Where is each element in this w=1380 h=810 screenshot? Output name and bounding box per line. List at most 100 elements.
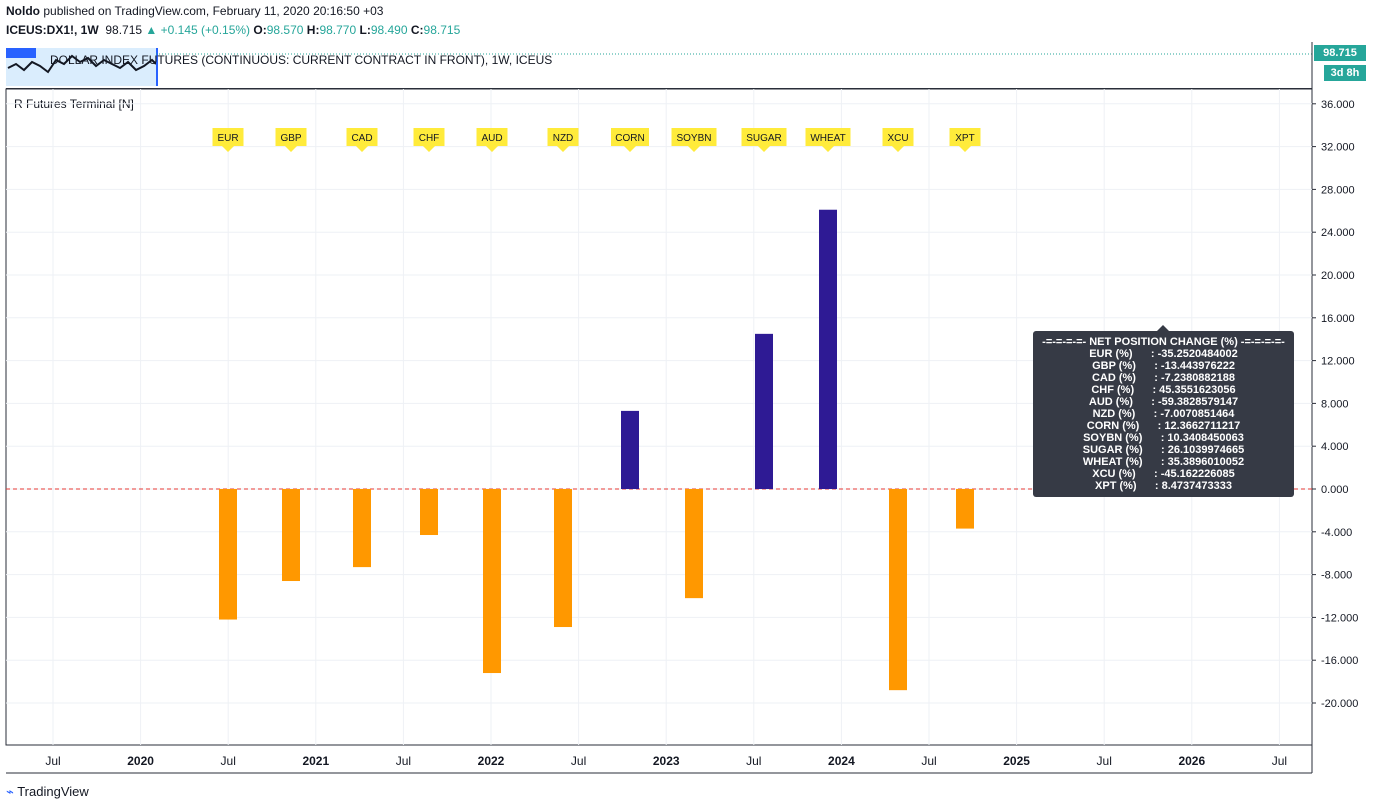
y-tick-label: -12.000: [1321, 612, 1358, 624]
category-label: XCU: [887, 133, 908, 144]
bar-eur[interactable]: [219, 489, 237, 620]
x-tick-label: 2025: [1003, 754, 1030, 768]
y-tick-label: 24.000: [1321, 227, 1355, 239]
category-label-bg: [949, 128, 981, 152]
quote-line: ICEUS:DX1!, 1W 98.715 ▲ +0.145 (+0.15%) …: [6, 23, 460, 37]
tooltip-row: XPT (%) : 8.4737473333: [1095, 480, 1232, 492]
tooltip-row: NZD (%) : -7.0070851464: [1092, 408, 1235, 420]
y-tick-label: 12.000: [1321, 356, 1355, 368]
bar-cad[interactable]: [353, 489, 371, 568]
tooltip-row: CHF (%) : 45.3551623056: [1091, 384, 1236, 396]
bar-soybn[interactable]: [685, 489, 703, 599]
price-axis-label: 98.715: [1314, 45, 1366, 61]
x-tick-label: Jul: [1097, 754, 1112, 768]
published-text: published on TradingView.com, February 1…: [43, 4, 384, 18]
x-tick-label: Jul: [571, 754, 586, 768]
y-tick-label: 28.000: [1321, 184, 1355, 196]
tooltip-heading: -=-=-=-=- NET POSITION CHANGE (%) -=-=-=…: [1042, 336, 1285, 348]
category-label-bg: [275, 128, 307, 152]
category-label-bg: [882, 128, 914, 152]
symbol-label[interactable]: ICEUS:DX1!, 1W: [6, 23, 99, 37]
high-value: 98.770: [319, 23, 357, 37]
y-tick-label: -20.000: [1321, 698, 1358, 710]
category-label-bg: [805, 128, 851, 152]
author-name[interactable]: Noldo: [6, 4, 40, 18]
category-label-bg: [547, 128, 579, 152]
x-tick-label: Jul: [45, 754, 60, 768]
y-tick-label: 20.000: [1321, 270, 1355, 282]
category-label-bg: [611, 128, 649, 152]
category-label: GBP: [280, 133, 301, 144]
y-tick-label: 4.000: [1321, 441, 1349, 453]
x-tick-label: 2021: [302, 754, 329, 768]
price-change: +0.145 (+0.15%): [160, 23, 251, 37]
close-label: C:: [410, 23, 424, 37]
category-label: SOYBN: [676, 133, 711, 144]
y-tick-label: 36.000: [1321, 99, 1355, 111]
tooltip-caret: [1157, 325, 1169, 331]
category-label: CORN: [615, 133, 644, 144]
y-tick-label: 8.000: [1321, 398, 1349, 410]
category-label: CAD: [351, 133, 372, 144]
tooltip-row: CORN (%) : 12.3662711217: [1086, 420, 1241, 432]
y-tick-label: 32.000: [1321, 142, 1355, 154]
bar-chf[interactable]: [420, 489, 438, 536]
category-label: AUD: [481, 133, 502, 144]
x-tick-label: Jul: [921, 754, 936, 768]
main-series-title: DOLLAR INDEX FUTURES (CONTINUOUS: CURREN…: [50, 53, 553, 67]
category-label: EUR: [217, 133, 238, 144]
x-tick-label: 2024: [828, 754, 855, 768]
tooltip-row: EUR (%) : -35.2520484002: [1089, 348, 1238, 360]
x-tick-label: 2022: [478, 754, 505, 768]
x-tick-label: Jul: [1272, 754, 1287, 768]
low-label: L:: [359, 23, 371, 37]
x-tick-label: Jul: [746, 754, 761, 768]
category-label: SUGAR: [746, 133, 782, 144]
bar-nzd[interactable]: [554, 489, 572, 628]
y-tick-label: 0.000: [1321, 484, 1349, 496]
open-label: O:: [253, 23, 267, 37]
up-arrow-icon: ▲: [145, 23, 158, 37]
price-line: [156, 53, 1312, 55]
y-tick-label: -16.000: [1321, 655, 1358, 667]
bar-gbp[interactable]: [282, 489, 300, 582]
y-tick-label: -4.000: [1321, 527, 1352, 539]
tradingview-logo-icon: ⌁: [6, 784, 14, 799]
bar-xcu[interactable]: [889, 489, 907, 691]
tooltip-row: XCU (%) : -45.162226085: [1092, 468, 1235, 480]
category-label-bg: [741, 128, 787, 152]
category-label: XPT: [955, 133, 974, 144]
y-tick-label: 16.000: [1321, 313, 1355, 325]
bar-xpt[interactable]: [956, 489, 974, 529]
category-label-bg: [212, 128, 244, 152]
tooltip-row: CAD (%) : -7.2380882188: [1091, 372, 1236, 384]
bar-corn[interactable]: [621, 410, 639, 489]
high-label: H:: [306, 23, 320, 37]
y-tick-label: -8.000: [1321, 570, 1352, 582]
publisher-line: Noldo published on TradingView.com, Febr…: [6, 4, 383, 18]
tradingview-logo[interactable]: ⌁ TradingView: [6, 784, 89, 800]
tooltip-row: GBP (%) : -13.443976222: [1092, 360, 1235, 372]
category-label-bg: [346, 128, 378, 152]
x-tick-label: 2020: [127, 754, 154, 768]
net-position-tooltip: -=-=-=-=- NET POSITION CHANGE (%) -=-=-=…: [1033, 325, 1294, 497]
x-tick-label: 2026: [1178, 754, 1205, 768]
mini-candles: [6, 48, 158, 86]
tooltip-row: WHEAT (%) : 35.3896010052: [1082, 456, 1245, 468]
x-tick-label: Jul: [396, 754, 411, 768]
bar-sugar[interactable]: [755, 333, 773, 489]
bar-aud[interactable]: [483, 489, 501, 674]
category-label-bg: [671, 128, 717, 152]
category-label-bg: [413, 128, 445, 152]
tooltip-row: SOYBN (%) : 10.3408450063: [1083, 432, 1244, 444]
bar-countdown-label: 3d 8h: [1324, 65, 1366, 81]
category-label: NZD: [553, 133, 574, 144]
x-tick-label: 2023: [653, 754, 680, 768]
category-label: CHF: [419, 133, 440, 144]
tooltip-row: AUD (%) : -59.3828579147: [1088, 396, 1239, 408]
category-label-bg: [476, 128, 508, 152]
category-label: WHEAT: [810, 133, 845, 144]
bar-wheat[interactable]: [819, 209, 837, 490]
close-value: 98.715: [423, 23, 461, 37]
